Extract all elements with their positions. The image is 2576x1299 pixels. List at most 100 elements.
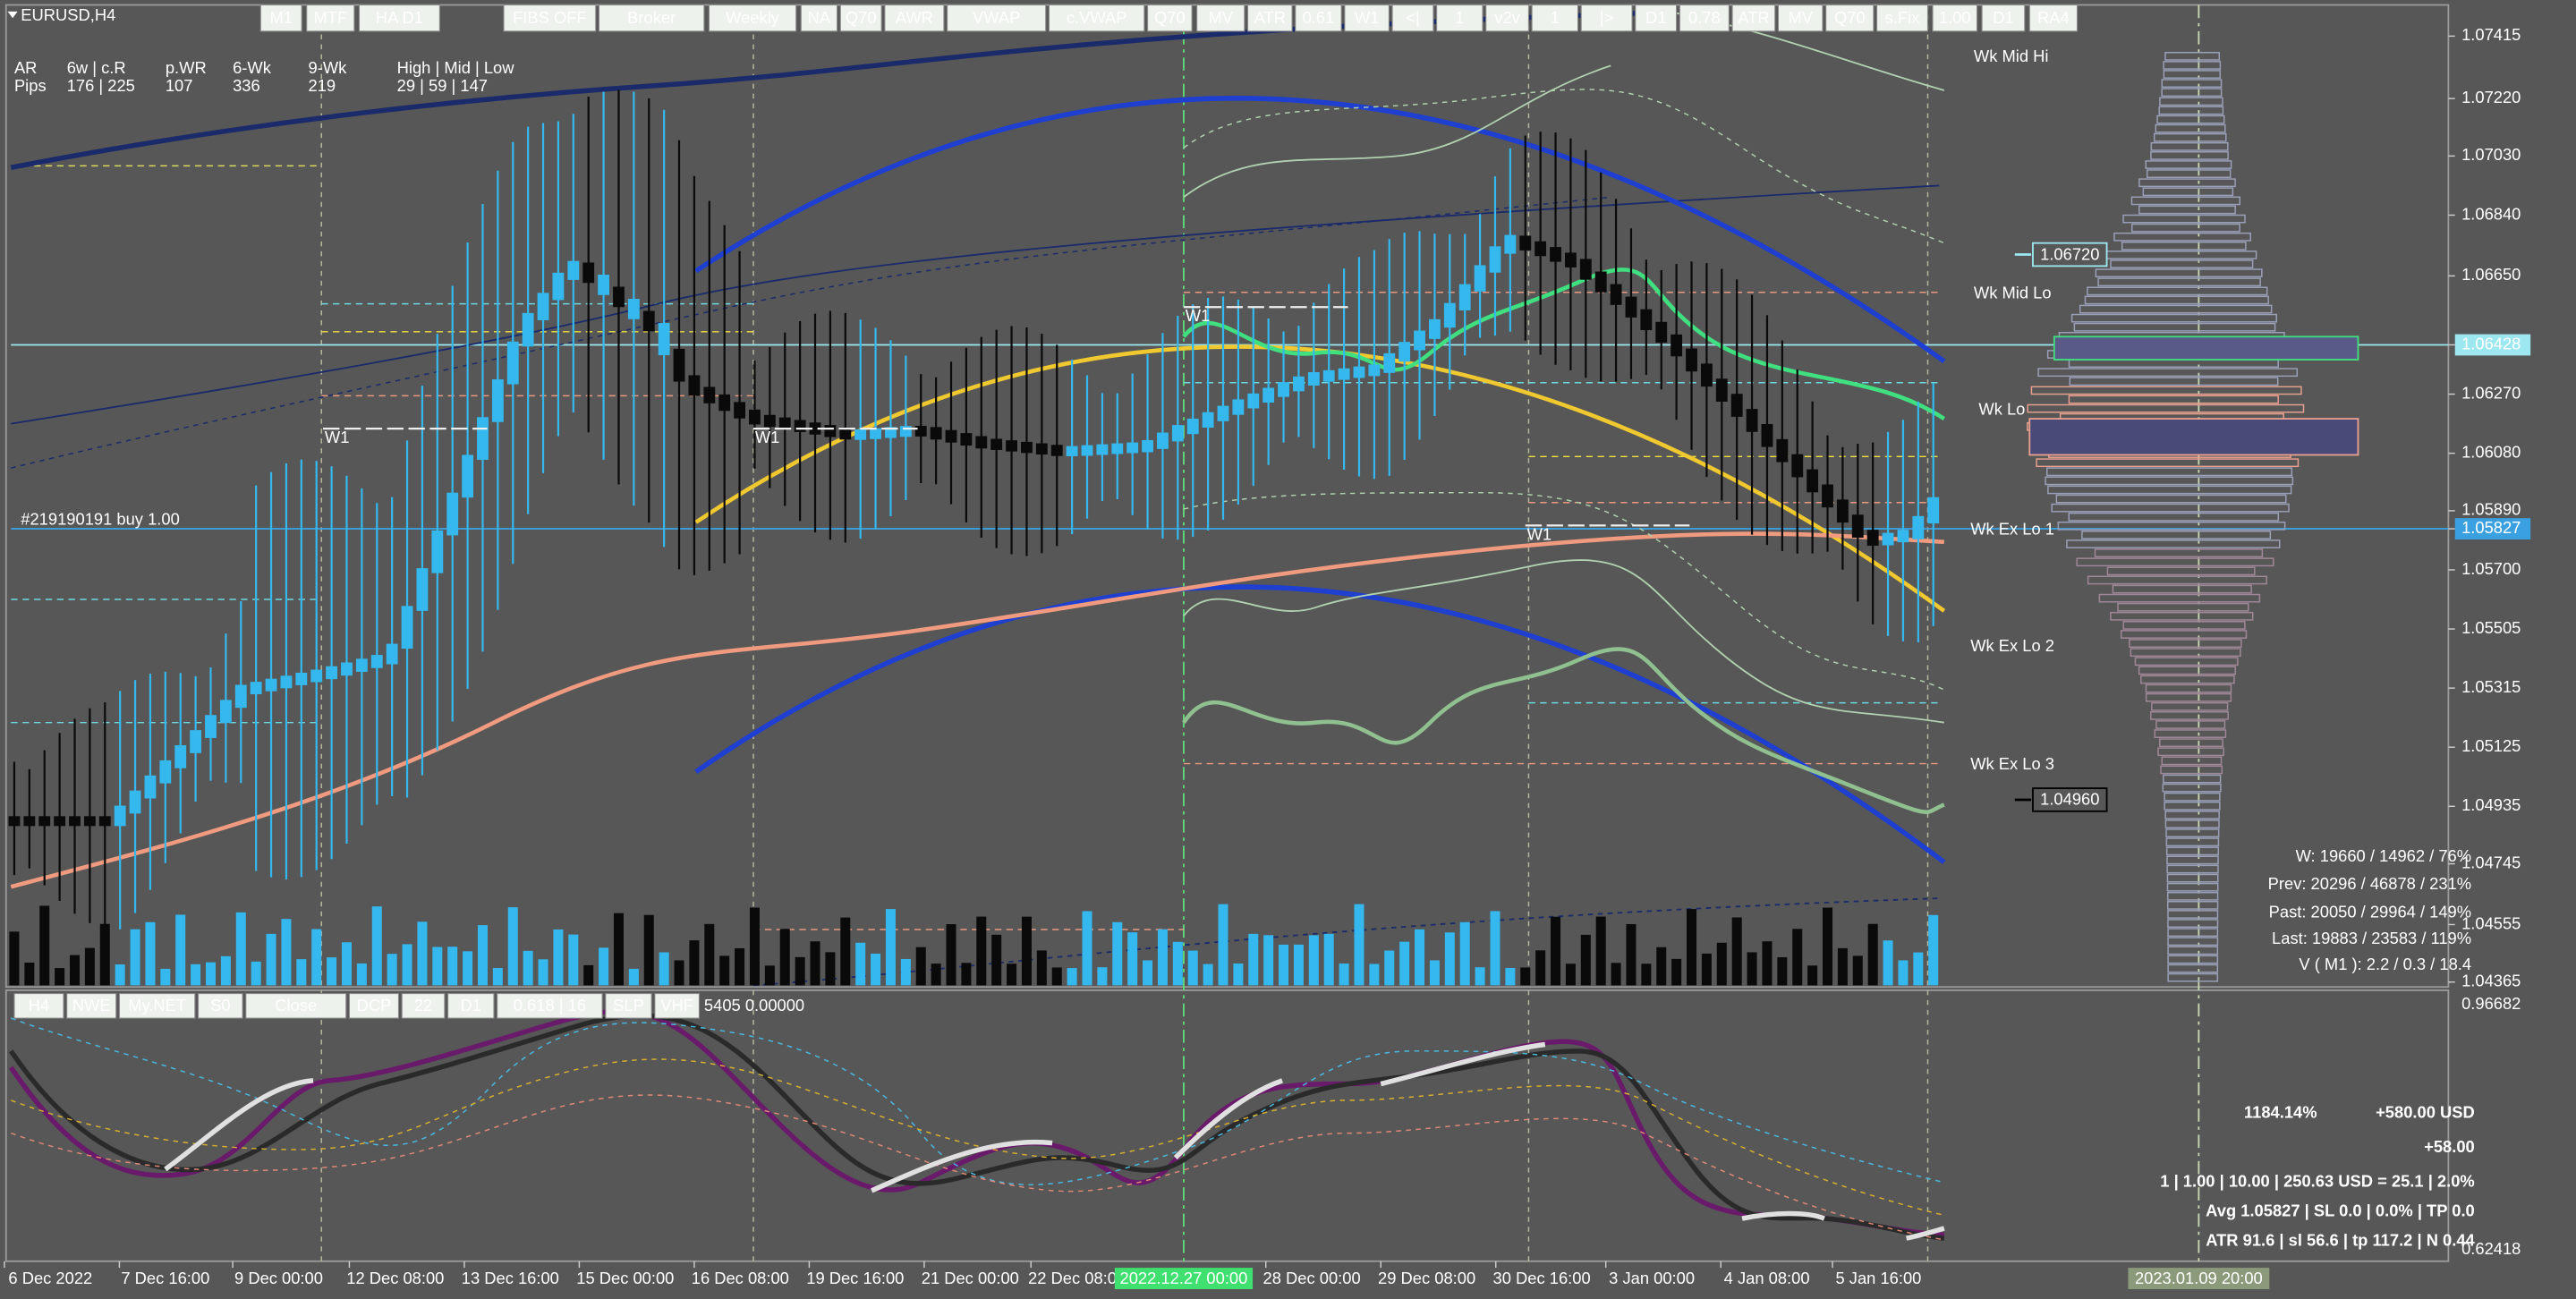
sub-toolbar-label[interactable]: 22 (414, 996, 432, 1015)
green-low (1182, 647, 1945, 814)
toolbar-button[interactable] (1436, 4, 1484, 32)
toolbar-button-label[interactable]: 0.61 (1303, 8, 1335, 27)
toolbar-button-label[interactable]: HA D1 (376, 8, 423, 27)
toolbar-button-label[interactable]: MTF (313, 8, 347, 27)
toolbar-button[interactable] (947, 4, 1047, 32)
toolbar-button-label[interactable]: AWR (896, 8, 933, 27)
toolbar-button[interactable] (1580, 4, 1633, 32)
toolbar-button-label[interactable]: MV (1788, 8, 1813, 27)
toolbar-button[interactable] (1246, 4, 1293, 32)
toolbar-button-label[interactable]: |> (1600, 8, 1613, 27)
toolbar-button[interactable] (839, 4, 882, 32)
toolbar-button[interactable] (1485, 4, 1529, 32)
sub-toolbar-button[interactable] (66, 993, 117, 1019)
toolbar-button[interactable] (503, 4, 597, 32)
toolbar-button-label[interactable]: 1.00 (1939, 8, 1971, 27)
toolbar-button[interactable] (1391, 4, 1434, 32)
sub-toolbar-button[interactable] (13, 993, 64, 1019)
toolbar-button-label[interactable]: Broker (627, 8, 676, 27)
toolbar-button[interactable] (1147, 4, 1193, 32)
sub-toolbar-label[interactable]: DCP (357, 996, 392, 1015)
candle-body (190, 730, 202, 753)
toolbar-button[interactable] (1295, 4, 1342, 32)
toolbar-button-label[interactable]: W1 (1355, 8, 1380, 27)
volume-bar (1580, 934, 1591, 986)
toolbar-button-label[interactable]: RA4 (2037, 8, 2070, 27)
toolbar-button[interactable] (1981, 4, 2026, 32)
toolbar-button[interactable] (1731, 4, 1776, 32)
toolbar-button-label[interactable]: FIBS OFF (513, 8, 587, 27)
toolbar-button-label[interactable]: ATR (1738, 8, 1769, 27)
toolbar-button-label[interactable]: Weekly (726, 8, 780, 27)
toolbar-button-label[interactable]: Q70 (846, 8, 877, 27)
toolbar-button[interactable] (1932, 4, 1978, 32)
upper-channel (10, 10, 1645, 170)
sub-toolbar-button[interactable] (401, 993, 446, 1019)
toolbar-button[interactable] (1777, 4, 1824, 32)
toolbar-button-label[interactable]: M1 (270, 8, 293, 27)
toolbar-button[interactable] (1048, 4, 1145, 32)
sub-toolbar-label[interactable]: SLP (613, 996, 644, 1015)
toolbar-button-label[interactable]: s.Fix (1885, 8, 1920, 27)
toolbar-button-label[interactable]: 1 (1455, 8, 1464, 27)
toolbar-button-label[interactable]: VWAP (973, 8, 1020, 27)
toolbar-button[interactable] (598, 4, 705, 32)
sub-toolbar-label[interactable]: NWE (72, 996, 111, 1015)
profile-bar (2134, 657, 2239, 666)
candle-body (310, 669, 323, 683)
toolbar-button-label[interactable]: 0.78 (1688, 8, 1721, 27)
toolbar-button-label[interactable]: <| (1406, 8, 1419, 27)
sub-toolbar-label[interactable]: D1 (461, 996, 481, 1015)
toolbar-button[interactable] (884, 4, 945, 32)
toolbar-button[interactable] (259, 4, 302, 32)
toolbar-button-label[interactable]: Q70 (1154, 8, 1186, 27)
sub-toolbar-button[interactable] (348, 993, 400, 1019)
toolbar-button-label[interactable]: NA (808, 8, 831, 27)
sub-info: 5405 0.00000 (704, 996, 804, 1015)
toolbar-button[interactable] (1825, 4, 1875, 32)
sub-toolbar-button[interactable] (654, 993, 700, 1019)
candle-body (205, 715, 217, 738)
sub-toolbar-label[interactable]: Close (275, 996, 317, 1015)
sub-toolbar-button[interactable] (497, 993, 603, 1019)
toolbar-button[interactable] (800, 4, 838, 32)
sub-toolbar-label[interactable]: H4 (29, 996, 49, 1015)
sub-toolbar-label[interactable]: S0 (210, 996, 230, 1015)
profile-bar (2047, 485, 2292, 495)
toolbar-button[interactable] (1679, 4, 1730, 32)
toolbar-button[interactable] (1635, 4, 1678, 32)
toolbar-button[interactable] (1344, 4, 1390, 32)
candle-body (1262, 387, 1275, 403)
toolbar-button[interactable] (306, 4, 355, 32)
sub-toolbar-button[interactable] (245, 993, 347, 1019)
candle-body (567, 260, 580, 280)
toolbar-button[interactable] (2028, 4, 2079, 32)
sub-toolbar-label[interactable]: VHF (660, 996, 693, 1015)
toolbar-button[interactable] (358, 4, 440, 32)
toolbar-button[interactable] (1531, 4, 1579, 32)
toolbar-button-label[interactable]: v2v (1494, 8, 1520, 27)
toolbar-button-label[interactable]: MV (1208, 8, 1233, 27)
toolbar-button[interactable] (1196, 4, 1245, 32)
volume-bar (1354, 904, 1365, 986)
toolbar-button-label[interactable]: D1 (1645, 8, 1666, 27)
toolbar-button[interactable] (1876, 4, 1929, 32)
sub-toolbar-button[interactable] (197, 993, 243, 1019)
sub-toolbar-button[interactable] (118, 993, 196, 1019)
sub-toolbar-button[interactable] (447, 993, 495, 1019)
volume-bar (1429, 960, 1440, 986)
sub-toolbar-label[interactable]: My.NET (128, 996, 186, 1015)
candle-body (658, 323, 670, 356)
sub-toolbar-button[interactable] (605, 993, 652, 1019)
toolbar-button-label[interactable]: ATR (1254, 8, 1286, 27)
toolbar-button-label[interactable]: D1 (1993, 8, 2013, 27)
toolbar-button-label[interactable]: 1 (1551, 8, 1560, 27)
sub-axis-label: 0.96682 (2461, 994, 2521, 1013)
candle-body (370, 655, 383, 668)
profile-bar (2167, 891, 2219, 901)
toolbar-button-label[interactable]: Q70 (1834, 8, 1866, 27)
sub-toolbar-label[interactable]: 0.618 | 16 (514, 996, 586, 1015)
volume-bar (961, 963, 972, 986)
toolbar-button[interactable] (708, 4, 797, 32)
toolbar-button-label[interactable]: c.VWAP (1067, 8, 1127, 27)
